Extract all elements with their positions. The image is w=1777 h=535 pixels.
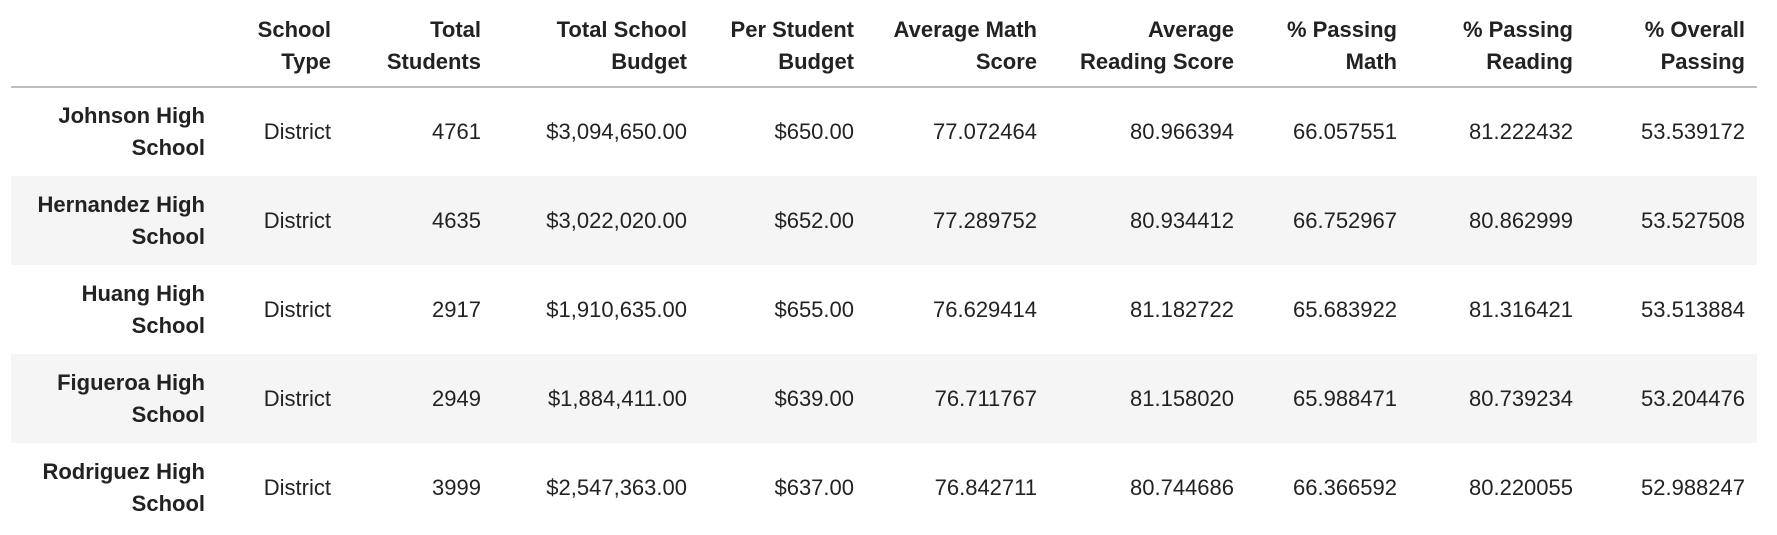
column-header: Total Students [343, 0, 493, 88]
cell: $3,094,650.00 [546, 119, 687, 144]
column-header: Average Math Score [866, 0, 1049, 88]
cell: 76.629414 [933, 296, 1037, 322]
table-row: Rodriguez High School District 3999 $2,547,… [11, 443, 1757, 532]
table-header: School Type Total Students Total School Bu… [11, 0, 1757, 88]
cell: 80.739234 [1469, 385, 1573, 411]
table-row: Figueroa High School District 2949 $1,884,4… [11, 354, 1757, 443]
cell: District [263, 207, 331, 233]
cell: 80.966394 [1130, 119, 1234, 144]
cell: 52.988247 [1641, 474, 1745, 500]
cell: 81.158020 [1130, 385, 1234, 411]
cell: 80.744686 [1130, 474, 1234, 500]
cell: 2949 [432, 385, 481, 411]
row-label: Hernandez High School [37, 191, 205, 249]
cell: 2917 [432, 296, 481, 322]
cell: 53.513884 [1641, 296, 1745, 322]
column-header: % Passing Reading [1409, 0, 1585, 88]
cell: 4635 [432, 207, 481, 233]
cell: $637.00 [774, 474, 854, 500]
cell: 65.683922 [1293, 296, 1397, 322]
cell: 65.988471 [1293, 385, 1397, 411]
cell: 80.862999 [1469, 207, 1573, 233]
column-header: Per Student Budget [699, 0, 866, 88]
cell: 76.842711 [934, 474, 1037, 500]
cell: $3,022,020.00 [546, 207, 687, 233]
column-header: % Overall Passing [1585, 0, 1757, 88]
cell: 53.539172 [1641, 119, 1745, 144]
summary-table: School Type Total Students Total School Bu… [11, 0, 1757, 532]
column-header: School Type [217, 0, 343, 88]
cell: $639.00 [774, 385, 854, 411]
cell: 3999 [432, 474, 481, 500]
cell: $2,547,363.00 [546, 474, 687, 500]
cell: 77.072464 [933, 119, 1037, 144]
row-label: Johnson High School [58, 103, 205, 160]
cell: 66.057551 [1293, 119, 1397, 144]
column-header: Average Reading Score [1049, 0, 1246, 88]
cell: $652.00 [774, 207, 854, 233]
cell: 81.222432 [1469, 119, 1573, 144]
cell: 81.316421 [1469, 296, 1573, 322]
row-label: Huang High School [81, 280, 205, 338]
cell: $1,884,411.00 [547, 385, 687, 411]
cell: District [263, 385, 331, 411]
cell: $650.00 [774, 119, 854, 144]
table-row: Hernandez High School District 4635 $3,022,… [11, 176, 1757, 265]
cell: $1,910,635.00 [546, 296, 687, 322]
cell: 80.934412 [1130, 207, 1234, 233]
column-header [11, 0, 217, 88]
cell: 66.366592 [1293, 474, 1397, 500]
cell: 80.220055 [1469, 474, 1573, 500]
cell: 77.289752 [933, 207, 1037, 233]
cell: District [263, 474, 331, 500]
cell: 53.204476 [1641, 385, 1745, 411]
table-row: Johnson High School District 4761 $3,094,65… [11, 87, 1757, 176]
table-body: Johnson High School District 4761 $3,094,65… [11, 87, 1757, 532]
column-header: Total School Budget [493, 0, 699, 88]
header-row: School Type Total Students Total School Bu… [11, 0, 1757, 88]
cell: 4761 [432, 119, 481, 144]
cell: District [263, 296, 331, 322]
cell: $655.00 [774, 296, 854, 322]
cell: District [263, 119, 331, 144]
table-row: Huang High School District 2917 $1,910,635.… [11, 265, 1757, 354]
row-label: Figueroa High School [57, 369, 205, 427]
cell: 81.182722 [1130, 296, 1234, 322]
cell: 76.711767 [934, 385, 1037, 411]
row-label: Rodriguez High School [42, 458, 205, 516]
column-header: % Passing Math [1246, 0, 1409, 88]
cell: 53.527508 [1641, 207, 1745, 233]
cell: 66.752967 [1293, 207, 1397, 233]
